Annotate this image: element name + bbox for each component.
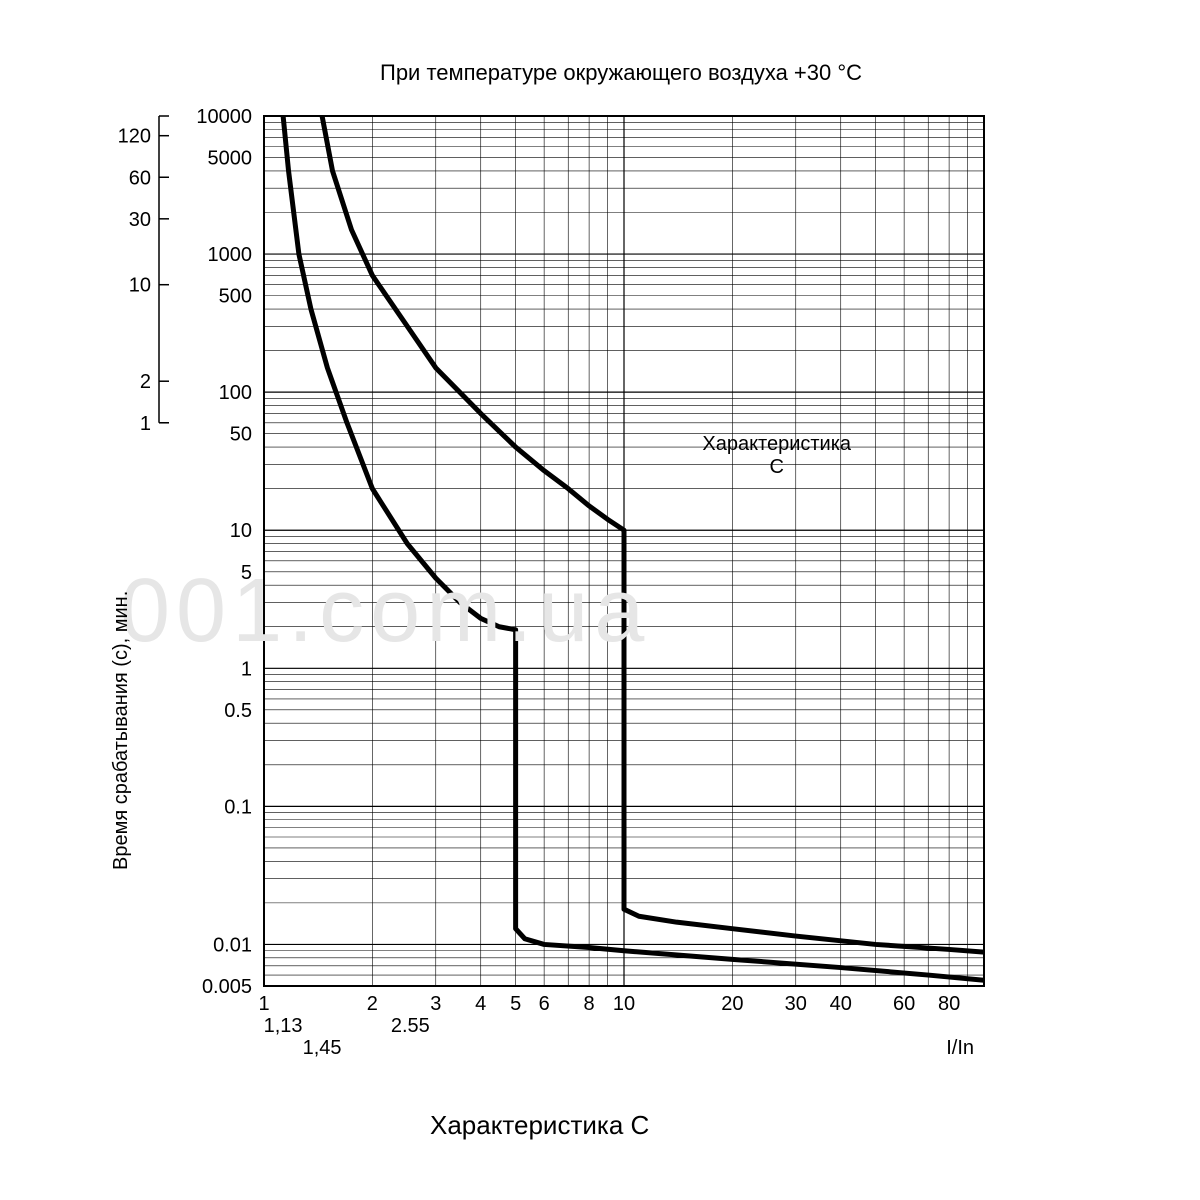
svg-text:8: 8 — [584, 993, 595, 1015]
svg-text:10: 10 — [230, 520, 252, 542]
svg-text:4: 4 — [475, 993, 486, 1015]
curve-annotation: ХарактеристикаC — [702, 433, 851, 479]
svg-text:60: 60 — [129, 167, 151, 189]
svg-text:1: 1 — [241, 658, 252, 680]
svg-text:500: 500 — [219, 286, 252, 308]
y-axis-title: Время срабатывания (с), мин. — [110, 591, 133, 870]
svg-text:0.01: 0.01 — [213, 934, 252, 956]
svg-text:1,13: 1,13 — [264, 1015, 303, 1037]
svg-text:0.5: 0.5 — [224, 700, 252, 722]
svg-text:50: 50 — [230, 424, 252, 446]
svg-text:30: 30 — [785, 993, 807, 1015]
svg-text:1,45: 1,45 — [303, 1037, 342, 1059]
chart-caption: Характеристика С — [430, 1110, 649, 1141]
svg-text:6: 6 — [539, 993, 550, 1015]
svg-text:10000: 10000 — [196, 106, 252, 128]
trip-curve-chart: 12345681020304060801,131,452.55I/In0.005… — [0, 0, 1200, 1200]
svg-text:0.005: 0.005 — [202, 976, 252, 998]
svg-text:5: 5 — [241, 562, 252, 584]
chart-subtitle: При температуре окружающего воздуха +30 … — [380, 60, 862, 86]
svg-text:5: 5 — [510, 993, 521, 1015]
svg-text:30: 30 — [129, 209, 151, 231]
svg-text:2.55: 2.55 — [391, 1015, 430, 1037]
svg-text:I/In: I/In — [946, 1037, 974, 1059]
svg-text:120: 120 — [118, 126, 151, 148]
svg-text:5000: 5000 — [208, 148, 253, 170]
svg-text:100: 100 — [219, 382, 252, 404]
chart-container: 001.com.ua 12345681020304060801,131,452.… — [0, 0, 1200, 1200]
svg-text:60: 60 — [893, 993, 915, 1015]
svg-text:1: 1 — [258, 993, 269, 1015]
svg-text:2: 2 — [140, 371, 151, 393]
svg-text:0.1: 0.1 — [224, 796, 252, 818]
svg-text:10: 10 — [613, 993, 635, 1015]
svg-text:1: 1 — [140, 413, 151, 435]
svg-text:1000: 1000 — [208, 244, 253, 266]
svg-text:20: 20 — [721, 993, 743, 1015]
svg-text:10: 10 — [129, 275, 151, 297]
svg-text:3: 3 — [430, 993, 441, 1015]
svg-text:40: 40 — [830, 993, 852, 1015]
svg-text:80: 80 — [938, 993, 960, 1015]
svg-text:2: 2 — [367, 993, 378, 1015]
